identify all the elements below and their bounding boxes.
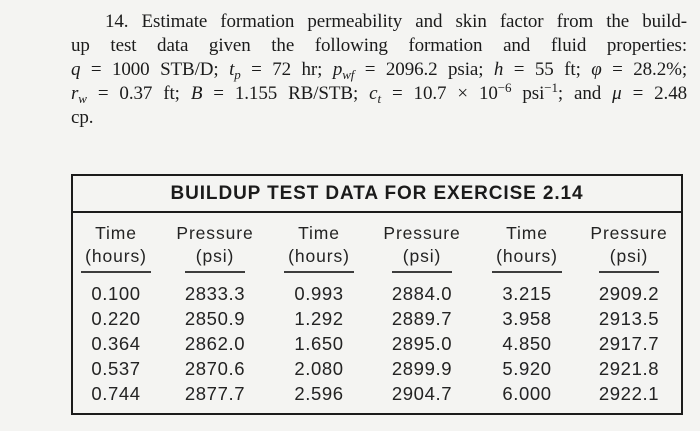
text-segment: = 28.2%; <box>601 59 688 80</box>
table-cell: 2921.8 <box>598 358 660 379</box>
table-cell: 4.850 <box>502 333 552 354</box>
column-header-pressure-1: Pressure (psi) <box>159 222 271 273</box>
var-tp: t <box>229 59 235 80</box>
table-row: 0.537 2870.6 2.080 2899.9 5.920 2921.8 <box>73 356 681 381</box>
column-label: Pressure <box>383 223 461 243</box>
text-segment: = 72 hr; <box>240 59 333 80</box>
subscript: p <box>234 67 241 82</box>
table-cell: 0.100 <box>91 283 141 304</box>
table-cell: 0.364 <box>91 333 141 354</box>
table-cell: 2917.7 <box>598 333 660 354</box>
table-cell: 1.650 <box>294 333 344 354</box>
table-cell: 2850.9 <box>184 308 246 329</box>
exponent: −1 <box>544 80 558 95</box>
column-unit: (psi) <box>367 245 477 273</box>
var-h: h <box>493 59 504 80</box>
column-unit-text: (hours) <box>81 245 151 273</box>
text-segment: = 0.37 ft; <box>86 83 191 104</box>
text-segment: psi <box>511 83 545 104</box>
text-segment: = 1.155 RB/STB; <box>202 83 370 104</box>
table-cell: 0.744 <box>91 383 141 404</box>
subscript: t <box>377 91 381 106</box>
table-row: 0.220 2850.9 1.292 2889.7 3.958 2913.5 <box>73 306 681 331</box>
column-header-time-1: Time (hours) <box>73 222 159 273</box>
table-cell: 2833.3 <box>184 283 246 304</box>
column-unit-text: (psi) <box>598 245 660 273</box>
column-unit-text: (psi) <box>391 245 453 273</box>
table-cell: 2913.5 <box>598 308 660 329</box>
var-mu: μ <box>612 83 622 104</box>
table-cell: 5.920 <box>502 358 552 379</box>
table-row: 0.100 2833.3 0.993 2884.0 3.215 2909.2 <box>73 281 681 306</box>
column-header-pressure-2: Pressure (psi) <box>367 222 477 273</box>
problem-line-3: q = 1000 STB/D; tp = 72 hr; pwf = 2096.2… <box>71 58 687 82</box>
text-segment: = 1000 STB/D; <box>80 59 230 80</box>
column-unit-text: (hours) <box>492 245 562 273</box>
column-unit: (hours) <box>271 245 367 273</box>
table-cell: 2884.0 <box>391 283 453 304</box>
column-unit: (psi) <box>577 245 681 273</box>
exponent: −6 <box>497 80 512 95</box>
problem-statement: 14. Estimate formation permeability and … <box>71 10 687 130</box>
table-cell: 2909.2 <box>598 283 660 304</box>
column-unit: (psi) <box>159 245 271 273</box>
table-cell: 6.000 <box>502 383 552 404</box>
table-cell: 2904.7 <box>391 383 453 404</box>
text-segment: up test data given the following formati… <box>71 35 687 56</box>
var-B: B <box>190 83 203 104</box>
buildup-test-data-table: BUILDUP TEST DATA FOR EXERCISE 2.14 Time… <box>71 174 683 415</box>
table-cell: 2.596 <box>294 383 344 404</box>
column-unit-text: (psi) <box>184 245 246 273</box>
table-cell: 2862.0 <box>184 333 246 354</box>
text-segment: 14. Estimate formation permeability and … <box>105 11 687 32</box>
table-cell: 2895.0 <box>391 333 453 354</box>
table-cell: 2870.6 <box>184 358 246 379</box>
problem-line-4: rw = 0.37 ft; B = 1.155 RB/STB; ct = 10.… <box>71 80 688 106</box>
subscript: wf <box>342 67 355 82</box>
text-segment: = 10.7 × 10 <box>381 83 498 104</box>
column-label: Time <box>298 223 340 243</box>
text-segment: = 55 ft; <box>503 59 592 80</box>
column-label: Time <box>95 223 137 243</box>
problem-line-5: cp. <box>71 106 687 130</box>
var-phi: φ <box>591 59 602 80</box>
table-cell: 2889.7 <box>391 308 453 329</box>
table-cell: 2922.1 <box>598 383 660 404</box>
table-header-row: Time (hours) Pressure (psi) Time (hours)… <box>73 213 681 273</box>
column-header-pressure-3: Pressure (psi) <box>577 222 681 273</box>
table-cell: 2899.9 <box>391 358 453 379</box>
table-cell: 3.958 <box>502 308 552 329</box>
table-cell: 0.537 <box>91 358 141 379</box>
table-cell: 2877.7 <box>184 383 246 404</box>
var-rw: r <box>71 83 79 104</box>
table-cell: 2.080 <box>294 358 344 379</box>
column-unit-text: (hours) <box>284 245 354 273</box>
text-segment: = 2.48 <box>621 83 688 104</box>
column-label: Pressure <box>176 223 254 243</box>
table-row: 0.364 2862.0 1.650 2895.0 4.850 2917.7 <box>73 331 681 356</box>
table-cell: 3.215 <box>502 283 552 304</box>
table-cell: 1.292 <box>294 308 344 329</box>
column-label: Pressure <box>590 223 668 243</box>
var-q: q <box>71 59 81 80</box>
var-ct: c <box>369 83 378 104</box>
table-title: BUILDUP TEST DATA FOR EXERCISE 2.14 <box>73 176 681 213</box>
column-unit: (hours) <box>477 245 577 273</box>
column-header-time-3: Time (hours) <box>477 222 577 273</box>
column-unit: (hours) <box>73 245 159 273</box>
text-segment: ; and <box>557 83 613 104</box>
text-segment: = 2096.2 psia; <box>354 59 494 80</box>
problem-line-2: up test data given the following formati… <box>71 34 687 58</box>
page: 14. Estimate formation permeability and … <box>71 10 687 415</box>
table-row: 0.744 2877.7 2.596 2904.7 6.000 2922.1 <box>73 381 681 406</box>
table-body: 0.100 2833.3 0.993 2884.0 3.215 2909.2 0… <box>73 273 681 413</box>
problem-line-1: 14. Estimate formation permeability and … <box>71 10 687 34</box>
column-label: Time <box>506 223 548 243</box>
var-pwf: p <box>332 59 343 80</box>
table-cell: 0.993 <box>294 283 344 304</box>
column-header-time-2: Time (hours) <box>271 222 367 273</box>
subscript: w <box>78 91 87 106</box>
table-cell: 0.220 <box>91 308 141 329</box>
text-segment: cp. <box>71 107 94 128</box>
